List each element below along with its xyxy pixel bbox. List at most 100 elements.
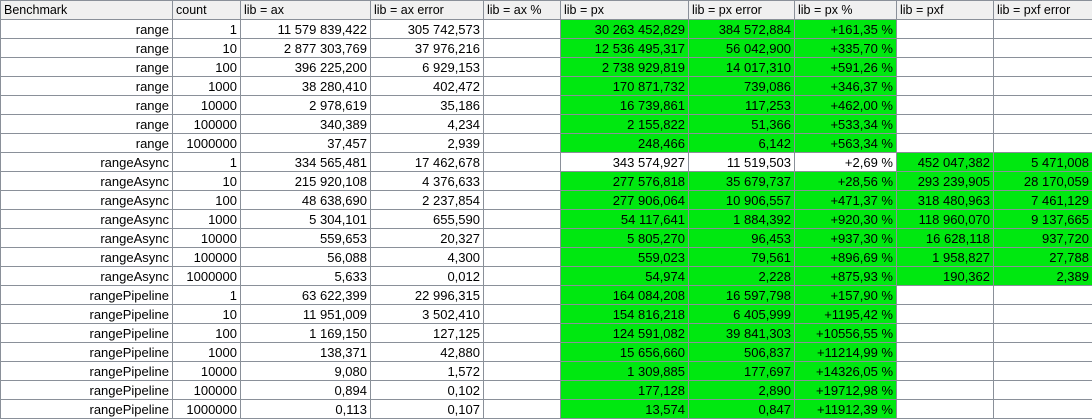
cell-value[interactable]: 22 996,315 (370, 285, 484, 305)
cell-value[interactable] (896, 57, 994, 77)
cell-value[interactable] (993, 76, 1092, 96)
cell-value[interactable]: 38 280,410 (240, 76, 371, 96)
cell-value[interactable]: +462,00 % (794, 95, 897, 115)
cell-value[interactable] (993, 57, 1092, 77)
cell-value[interactable]: 655,590 (370, 209, 484, 229)
cell-value[interactable]: 277 576,818 (560, 171, 689, 191)
cell-value[interactable] (896, 133, 994, 153)
cell-value[interactable]: 2 877 303,769 (240, 38, 371, 58)
column-header-5[interactable]: lib = px (560, 0, 689, 20)
cell-value[interactable]: 340,389 (240, 114, 371, 134)
cell-value[interactable]: 10 (172, 38, 241, 58)
cell-value[interactable] (993, 399, 1092, 419)
cell-value[interactable]: +563,34 % (794, 133, 897, 153)
cell-value[interactable]: 1000 (172, 209, 241, 229)
cell-value[interactable]: 248,466 (560, 133, 689, 153)
cell-value[interactable]: +896,69 % (794, 247, 897, 267)
cell-value[interactable]: +591,26 % (794, 57, 897, 77)
cell-value[interactable]: 318 480,963 (896, 190, 994, 210)
cell-value[interactable]: 37,457 (240, 133, 371, 153)
cell-value[interactable] (896, 114, 994, 134)
cell-value[interactable]: 6,142 (688, 133, 795, 153)
cell-value[interactable] (483, 342, 561, 362)
cell-value[interactable]: 937,720 (993, 228, 1092, 248)
cell-value[interactable]: 5 805,270 (560, 228, 689, 248)
cell-value[interactable]: 100 (172, 323, 241, 343)
cell-value[interactable]: 16 597,798 (688, 285, 795, 305)
cell-value[interactable]: 5 304,101 (240, 209, 371, 229)
cell-value[interactable]: 1 169,150 (240, 323, 371, 343)
cell-value[interactable]: 100 (172, 57, 241, 77)
cell-value[interactable]: +875,93 % (794, 266, 897, 286)
cell-value[interactable]: 138,371 (240, 342, 371, 362)
cell-value[interactable]: 28 170,059 (993, 171, 1092, 191)
cell-value[interactable] (483, 361, 561, 381)
cell-value[interactable]: 56,088 (240, 247, 371, 267)
cell-value[interactable]: +335,70 % (794, 38, 897, 58)
cell-value[interactable]: +533,34 % (794, 114, 897, 134)
cell-value[interactable]: 16 739,861 (560, 95, 689, 115)
cell-value[interactable]: 10 906,557 (688, 190, 795, 210)
cell-value[interactable]: 177,128 (560, 380, 689, 400)
cell-value[interactable]: 100000 (172, 380, 241, 400)
cell-value[interactable]: 13,574 (560, 399, 689, 419)
cell-value[interactable] (483, 19, 561, 39)
cell-value[interactable]: +19712,98 % (794, 380, 897, 400)
cell-value[interactable]: 10000 (172, 95, 241, 115)
cell-value[interactable]: 164 084,208 (560, 285, 689, 305)
cell-value[interactable]: 1 884,392 (688, 209, 795, 229)
cell-value[interactable] (896, 323, 994, 343)
cell-value[interactable]: 9 137,665 (993, 209, 1092, 229)
cell-value[interactable]: 4,234 (370, 114, 484, 134)
cell-value[interactable]: 1000 (172, 342, 241, 362)
cell-value[interactable]: 54,974 (560, 266, 689, 286)
cell-value[interactable]: 277 906,064 (560, 190, 689, 210)
cell-value[interactable]: 12 536 495,317 (560, 38, 689, 58)
cell-value[interactable]: 402,472 (370, 76, 484, 96)
cell-value[interactable]: 177,697 (688, 361, 795, 381)
cell-value[interactable]: 0,847 (688, 399, 795, 419)
cell-benchmark-name[interactable]: range (0, 57, 173, 77)
cell-benchmark-name[interactable]: rangeAsync (0, 209, 173, 229)
cell-value[interactable] (483, 247, 561, 267)
cell-value[interactable] (483, 57, 561, 77)
cell-value[interactable]: +157,90 % (794, 285, 897, 305)
cell-benchmark-name[interactable]: rangeAsync (0, 190, 173, 210)
cell-value[interactable]: +1195,42 % (794, 304, 897, 324)
cell-value[interactable]: 1000000 (172, 399, 241, 419)
cell-value[interactable]: 30 263 452,829 (560, 19, 689, 39)
cell-benchmark-name[interactable]: rangePipeline (0, 399, 173, 419)
cell-value[interactable]: 1,572 (370, 361, 484, 381)
cell-value[interactable] (993, 285, 1092, 305)
cell-value[interactable]: 2 738 929,819 (560, 57, 689, 77)
cell-value[interactable]: 20,327 (370, 228, 484, 248)
cell-value[interactable]: 100000 (172, 114, 241, 134)
cell-value[interactable]: 56 042,900 (688, 38, 795, 58)
cell-value[interactable]: 6 929,153 (370, 57, 484, 77)
column-header-0[interactable]: Benchmark (0, 0, 173, 20)
cell-value[interactable]: 54 117,641 (560, 209, 689, 229)
cell-value[interactable]: 0,107 (370, 399, 484, 419)
cell-value[interactable]: 2 237,854 (370, 190, 484, 210)
cell-value[interactable]: 2 978,619 (240, 95, 371, 115)
cell-value[interactable]: +2,69 % (794, 152, 897, 172)
column-header-3[interactable]: lib = ax error (370, 0, 484, 20)
cell-benchmark-name[interactable]: rangePipeline (0, 342, 173, 362)
cell-value[interactable]: 5 471,008 (993, 152, 1092, 172)
cell-value[interactable]: 63 622,399 (240, 285, 371, 305)
cell-benchmark-name[interactable]: range (0, 95, 173, 115)
cell-value[interactable] (896, 304, 994, 324)
cell-benchmark-name[interactable]: rangeAsync (0, 228, 173, 248)
cell-value[interactable]: 51,366 (688, 114, 795, 134)
cell-value[interactable] (896, 380, 994, 400)
cell-value[interactable]: 215 920,108 (240, 171, 371, 191)
cell-value[interactable]: 17 462,678 (370, 152, 484, 172)
cell-value[interactable] (896, 95, 994, 115)
cell-value[interactable]: 4,300 (370, 247, 484, 267)
cell-value[interactable]: 1 309,885 (560, 361, 689, 381)
cell-value[interactable]: 2,890 (688, 380, 795, 400)
cell-value[interactable]: +11912,39 % (794, 399, 897, 419)
cell-value[interactable] (483, 285, 561, 305)
column-header-2[interactable]: lib = ax (240, 0, 371, 20)
cell-value[interactable]: 48 638,690 (240, 190, 371, 210)
